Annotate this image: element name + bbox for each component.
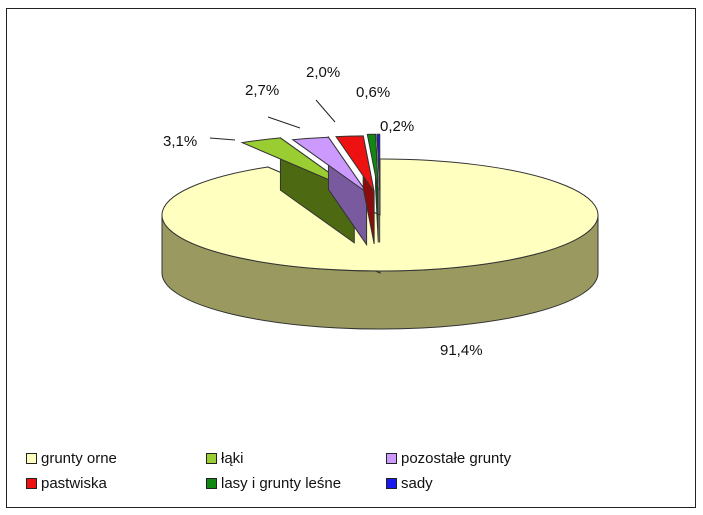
legend-item: łąki — [206, 450, 244, 467]
legend-label: lasy i grunty leśne — [221, 475, 342, 492]
legend-label: grunty orne — [41, 450, 117, 467]
legend-label: pozostałe grunty — [401, 450, 512, 467]
leader-line — [267, 116, 301, 129]
legend-swatch — [206, 478, 217, 489]
pie-slice — [291, 136, 368, 193]
legend-label: pastwiska — [41, 475, 107, 492]
data-label: 0,6% — [356, 84, 390, 101]
data-label: 3,1% — [163, 133, 197, 150]
legend-swatch — [386, 478, 397, 489]
data-labels: 91,4% 3,1% 2,7% 2,0% 0,6% 0,2% — [163, 64, 483, 359]
legend-item: pastwiska — [26, 475, 107, 492]
pie-slice — [376, 133, 381, 191]
leader-line — [315, 99, 336, 123]
legend-item: pozostałe grunty — [386, 450, 511, 467]
data-label: 2,0% — [306, 64, 340, 81]
pie-slice — [240, 137, 355, 192]
legend-label: sady — [401, 475, 433, 492]
data-label: 0,2% — [380, 118, 414, 135]
pie-slices — [161, 133, 599, 330]
pie-slice — [335, 135, 375, 193]
leader-lines — [209, 99, 336, 141]
legend-swatch — [26, 453, 37, 464]
legend-item: sady — [386, 475, 433, 492]
data-label: 2,7% — [245, 82, 279, 99]
legend-swatch — [26, 478, 37, 489]
legend-item: grunty orne — [26, 450, 117, 467]
legend-swatch — [206, 453, 217, 464]
data-label: 91,4% — [440, 342, 483, 359]
leader-line — [209, 137, 236, 141]
pie-slice — [366, 133, 379, 191]
legend-label: łąki — [221, 450, 244, 467]
legend-item: lasy i grunty leśne — [206, 475, 341, 492]
legend-swatch — [386, 453, 397, 464]
